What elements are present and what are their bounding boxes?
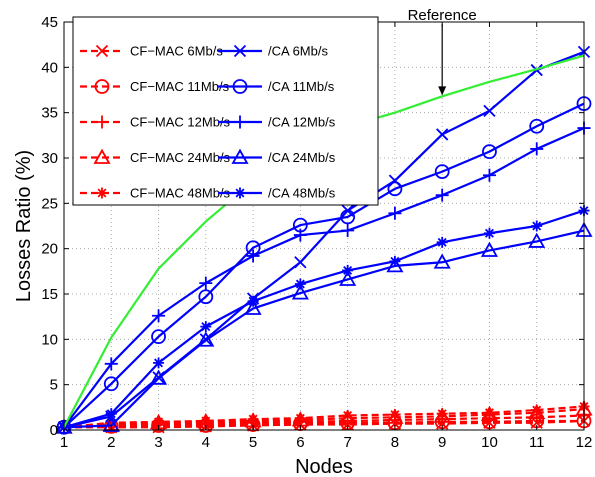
legend-label: CF−MAC 24Mb/s [130, 150, 231, 165]
x-tick-label: 2 [107, 434, 115, 451]
x-tick-label: 10 [481, 434, 498, 451]
y-tick-label: 45 [41, 14, 58, 31]
legend-label: /CA 24Mb/s [268, 150, 336, 165]
x-tick-label: 4 [202, 434, 210, 451]
point-marker [531, 221, 542, 232]
legend-entry: CF−MAC 12Mb/s [80, 115, 231, 130]
legend-entry: /CA 6Mb/s [218, 44, 328, 59]
point-marker [235, 188, 246, 199]
legend-label: CF−MAC 48Mb/s [130, 186, 231, 201]
point-marker [389, 256, 400, 267]
legend-label: CF−MAC 11Mb/s [130, 79, 230, 94]
legend-entry: CF−MAC 24Mb/s [80, 150, 231, 165]
point-marker [437, 408, 448, 419]
point-marker [97, 188, 108, 199]
x-tick-label: 11 [529, 434, 545, 451]
x-tick-label: 3 [154, 434, 162, 451]
legend-entry: CF−MAC 48Mb/s [80, 186, 231, 201]
legend-label: /CA 48Mb/s [268, 186, 336, 201]
legend-label: /CA 6Mb/s [268, 44, 328, 59]
y-tick-label: 20 [41, 241, 58, 258]
legend: CF−MAC 6Mb/s CF−MAC 11Mb/s CF−MAC 12Mb/s CF… [73, 17, 378, 205]
point-marker [106, 408, 117, 419]
x-tick-label: 5 [249, 434, 257, 451]
y-tick-label: 35 [41, 105, 58, 122]
x-axis-label: Nodes [295, 456, 353, 477]
legend-box [73, 17, 378, 205]
x-tick-label: 12 [576, 434, 593, 451]
y-tick-label: 40 [41, 59, 58, 76]
legend-entry: /CA 11Mb/s [218, 79, 335, 94]
annotation-label: Reference [408, 7, 477, 24]
y-tick-label: 30 [41, 150, 58, 167]
x-tick-label: 9 [438, 434, 446, 451]
y-tick-label: 0 [50, 422, 58, 439]
legend-label: /CA 11Mb/s [268, 79, 335, 94]
legend-label: CF−MAC 6Mb/s [130, 44, 223, 59]
legend-label: /CA 12Mb/s [268, 115, 336, 130]
y-tick-label: 15 [41, 286, 58, 303]
x-tick-label: 1 [60, 434, 68, 451]
y-tick-label: 10 [41, 331, 58, 348]
x-tick-label: 7 [343, 434, 351, 451]
x-tick-label: 8 [391, 434, 399, 451]
point-marker [248, 414, 259, 425]
x-tick-label: 6 [296, 434, 304, 451]
point-marker [389, 409, 400, 420]
y-tick-label: 25 [41, 195, 58, 212]
point-marker [248, 296, 259, 307]
y-tick-label: 5 [50, 377, 58, 394]
y-axis-label: Losses Ratio (%) [13, 150, 35, 302]
legend-label: CF−MAC 12Mb/s [130, 115, 231, 130]
